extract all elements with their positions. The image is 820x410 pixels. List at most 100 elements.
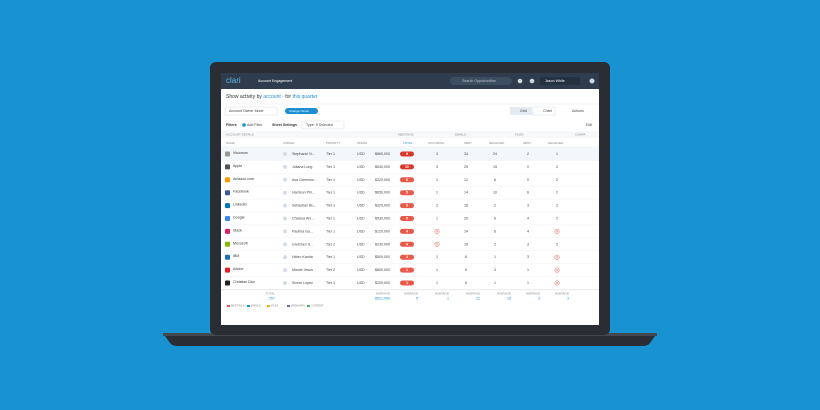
column-label: RECEIVED	[489, 141, 505, 145]
add-filter-icon[interactable]	[242, 123, 246, 127]
cell: 6	[465, 255, 467, 259]
total-badge	[400, 190, 414, 196]
change-owner-label: Change Owner	[289, 109, 309, 113]
owner-avatar	[283, 229, 287, 234]
average-value: 3	[567, 296, 569, 300]
currency: USD	[357, 216, 365, 220]
actions-menu[interactable]: Actions	[572, 109, 584, 113]
cell: 1	[436, 268, 438, 272]
account-name: IBM	[233, 254, 239, 258]
nav-section[interactable]: Account Engagement	[258, 79, 292, 83]
spend: $230,000	[375, 242, 390, 246]
heading-mid: · for	[282, 94, 291, 100]
total-label: TOTAL	[266, 292, 276, 296]
total: 6	[406, 178, 408, 182]
spend: $320,000	[375, 178, 390, 182]
cell: 6	[494, 229, 496, 233]
average-label: AVERAGE	[497, 292, 511, 296]
account-name: Google	[233, 215, 245, 219]
owner-avatar	[283, 152, 287, 156]
priority: Tier 1	[326, 152, 335, 156]
edit-button[interactable]: Edit	[586, 123, 592, 127]
cell: 1	[527, 281, 529, 285]
legend-label: FILES	[271, 304, 278, 308]
help-icon[interactable]	[529, 78, 535, 84]
account-logo	[225, 228, 230, 234]
currency: USD	[357, 242, 365, 246]
cell: 3	[527, 204, 529, 208]
column-label: SENT	[464, 141, 472, 145]
group-label: EMAILS	[455, 132, 466, 136]
empty-icon-cross	[555, 256, 559, 259]
account-name: Microsoft	[233, 241, 248, 245]
legend-label: CONTENT	[311, 304, 324, 308]
total-badge	[400, 267, 414, 273]
spend: $860,000	[375, 152, 390, 156]
search-box[interactable]	[450, 77, 512, 85]
account-logo	[225, 190, 230, 196]
spend: $540,000	[375, 165, 390, 169]
currency: USD	[357, 178, 365, 182]
owner-avatar	[283, 164, 287, 169]
cell: 3	[436, 152, 438, 156]
user-menu[interactable]	[540, 77, 580, 85]
account-name: Facebook	[233, 190, 249, 194]
cell: 6	[494, 178, 496, 182]
column-label: TOTAL	[403, 141, 413, 145]
legend-swatch	[227, 305, 230, 307]
total-badge	[400, 280, 414, 286]
average-label: AVERAGE	[404, 292, 418, 296]
total: 5	[406, 204, 408, 208]
total-badge	[400, 254, 414, 260]
cell: 1	[494, 255, 496, 259]
legend-label: WEBINARS	[291, 304, 305, 308]
bell-icon[interactable]	[517, 78, 523, 84]
user-name: Jason White	[545, 79, 565, 83]
account-name: Slack	[233, 228, 242, 232]
owner-avatar	[283, 255, 287, 260]
owner: Ava Greenwo...	[292, 178, 317, 182]
cell: 25	[464, 165, 468, 169]
spend: $320,000	[375, 204, 390, 208]
average-value: 5	[416, 296, 418, 300]
change-owner-button[interactable]	[285, 108, 318, 114]
priority: Tier 1	[326, 229, 335, 233]
table: ACCOUNT DETAILS MEETINGS EMAILS FILES CAMPA N…	[221, 131, 599, 308]
heading-period[interactable]: this quarter	[292, 94, 317, 100]
group-header	[221, 131, 599, 138]
cell: 2	[556, 242, 558, 246]
cell: 24	[493, 152, 497, 156]
heading-by[interactable]: account	[263, 94, 281, 100]
account-name: LinkedIn	[233, 203, 247, 207]
cell: 18	[464, 242, 468, 246]
type-dropdown[interactable]	[301, 120, 345, 130]
owner: Paulina Ga...	[292, 229, 313, 233]
settings-icon[interactable]	[589, 78, 595, 84]
logo[interactable]: clari	[226, 76, 241, 85]
cell: 4	[527, 216, 529, 220]
chart-toggle[interactable]	[532, 106, 556, 116]
owner-avatar	[283, 268, 287, 273]
legend-swatch	[307, 305, 310, 307]
account-logo	[225, 216, 230, 221]
cell: 1	[436, 216, 438, 220]
total: 5	[406, 216, 408, 220]
account-name: Christian Dior	[233, 280, 256, 284]
owner: Harrison Phi...	[292, 191, 315, 195]
cell: 4	[527, 229, 529, 233]
grid-toggle[interactable]	[510, 107, 532, 115]
cell: 18	[464, 204, 468, 208]
owner: Stephanie N...	[292, 152, 315, 156]
cell: 1	[527, 268, 529, 272]
cell: 1	[494, 281, 496, 285]
total: 1	[406, 281, 408, 285]
cell: 14	[464, 191, 468, 195]
add-filter[interactable]: Add Filter	[247, 123, 263, 127]
account-logo	[225, 203, 230, 209]
cell: 3	[436, 165, 438, 169]
cell: 2	[556, 191, 558, 195]
average-label: AVERAGE	[526, 292, 540, 296]
account-logo	[225, 151, 230, 157]
total-badge	[400, 164, 414, 170]
mode-dropdown[interactable]	[224, 106, 278, 116]
